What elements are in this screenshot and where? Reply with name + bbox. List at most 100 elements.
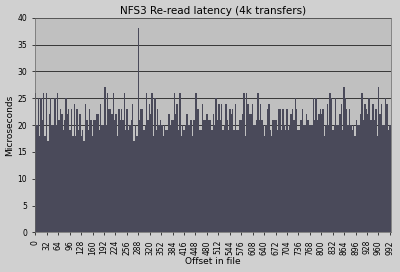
Bar — [121, 109, 122, 232]
Bar — [72, 136, 74, 232]
Bar — [89, 109, 90, 232]
Bar — [328, 125, 329, 232]
Bar — [278, 109, 279, 232]
Bar — [271, 136, 272, 232]
Bar — [378, 88, 380, 232]
Bar — [261, 120, 263, 232]
Bar — [208, 120, 210, 232]
Bar — [165, 131, 167, 232]
Bar — [307, 120, 308, 232]
Bar — [375, 109, 377, 232]
Bar — [224, 125, 225, 232]
Bar — [327, 104, 328, 232]
Bar — [60, 109, 61, 232]
Bar — [112, 93, 114, 232]
Bar — [308, 125, 310, 232]
Bar — [367, 114, 368, 232]
Bar — [348, 125, 349, 232]
Bar — [295, 98, 296, 232]
Bar — [188, 125, 189, 232]
X-axis label: Offset in file: Offset in file — [185, 257, 240, 267]
Bar — [239, 120, 240, 232]
Bar — [313, 98, 314, 232]
Bar — [68, 109, 70, 232]
Bar — [150, 114, 152, 232]
Bar — [83, 141, 85, 232]
Bar — [39, 136, 40, 232]
Bar — [50, 98, 52, 232]
Bar — [254, 125, 256, 232]
Bar — [285, 131, 286, 232]
Bar — [125, 131, 126, 232]
Bar — [70, 131, 71, 232]
Bar — [170, 125, 171, 232]
Bar — [124, 93, 125, 232]
Bar — [146, 93, 147, 232]
Bar — [368, 98, 370, 232]
Bar — [284, 125, 285, 232]
Bar — [329, 93, 331, 232]
Bar — [272, 120, 274, 232]
Bar — [184, 131, 185, 232]
Bar — [374, 120, 375, 232]
Bar — [232, 109, 234, 232]
Bar — [117, 136, 118, 232]
Bar — [258, 120, 260, 232]
Bar — [336, 125, 338, 232]
Bar — [168, 114, 170, 232]
Bar — [203, 120, 204, 232]
Bar — [202, 104, 203, 232]
Bar — [306, 114, 307, 232]
Bar — [299, 131, 300, 232]
Bar — [340, 104, 342, 232]
Bar — [79, 114, 80, 232]
Bar — [317, 120, 318, 232]
Bar — [220, 120, 221, 232]
Bar — [304, 125, 306, 232]
Bar — [92, 136, 93, 232]
Bar — [192, 136, 193, 232]
Bar — [228, 131, 229, 232]
Bar — [236, 131, 238, 232]
Bar — [138, 29, 139, 232]
Bar — [38, 98, 39, 232]
Bar — [263, 125, 264, 232]
Bar — [290, 114, 292, 232]
Bar — [334, 125, 335, 232]
Bar — [54, 98, 56, 232]
Bar — [279, 109, 281, 232]
Bar — [140, 109, 142, 232]
Bar — [139, 120, 140, 232]
Bar — [106, 125, 107, 232]
Bar — [339, 114, 340, 232]
Bar — [345, 98, 346, 232]
Bar — [178, 131, 179, 232]
Bar — [314, 120, 316, 232]
Bar — [293, 120, 295, 232]
Bar — [275, 120, 276, 232]
Bar — [160, 120, 161, 232]
Bar — [100, 104, 102, 232]
Bar — [381, 104, 382, 232]
Bar — [211, 131, 213, 232]
Bar — [174, 93, 175, 232]
Bar — [120, 120, 121, 232]
Bar — [115, 114, 117, 232]
Bar — [303, 125, 304, 232]
Bar — [74, 104, 75, 232]
Bar — [40, 98, 42, 232]
Bar — [216, 98, 217, 232]
Bar — [53, 125, 54, 232]
Bar — [99, 131, 100, 232]
Bar — [49, 114, 50, 232]
Bar — [190, 120, 192, 232]
Bar — [75, 136, 76, 232]
Bar — [162, 136, 164, 232]
Bar — [102, 125, 103, 232]
Bar — [361, 93, 363, 232]
Bar — [161, 125, 162, 232]
Bar — [143, 131, 144, 232]
Bar — [360, 114, 361, 232]
Bar — [380, 114, 381, 232]
Bar — [382, 125, 384, 232]
